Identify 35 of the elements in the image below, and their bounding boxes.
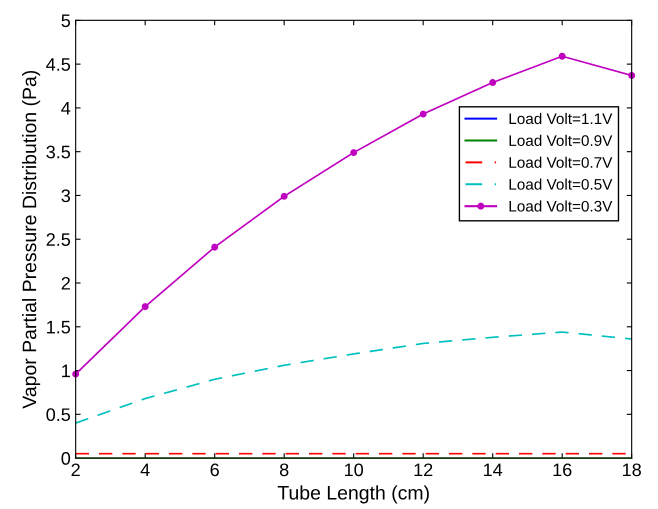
y-tick-label: 4.5	[46, 58, 70, 71]
point	[350, 149, 358, 156]
point	[558, 52, 566, 60]
x-tick-label: 8	[280, 463, 288, 476]
x-tick-label: 12	[414, 463, 432, 476]
y-tick-label: 3.5	[46, 146, 70, 158]
point	[280, 192, 288, 200]
point	[142, 303, 149, 310]
y-tick-label: 2.5	[46, 233, 70, 246]
x-tick-label: 2	[72, 463, 80, 476]
legend-label: Load Volt=0.7V	[510, 156, 612, 168]
legend-label: Load Volt=0.3V	[510, 200, 612, 212]
legend-label: Load Volt=0.5V	[510, 178, 612, 190]
x-tick-label: 14	[484, 464, 502, 476]
y-tick-label: 3	[61, 189, 70, 202]
y-tick-label: 4	[61, 102, 70, 114]
point	[211, 244, 218, 251]
y-tick-label: 2	[62, 276, 70, 290]
y-tick-label: 1.5	[47, 320, 70, 334]
x-axis-title: Tube Length (cm)	[278, 485, 429, 504]
x-tick-label: 16	[554, 463, 572, 476]
y-tick-label: 0	[61, 452, 70, 465]
point	[489, 79, 496, 86]
line-series	[74, 331, 633, 424]
y-tick-label: 0.5	[46, 408, 70, 422]
point	[420, 110, 427, 118]
y-axis-title: Vapor Partial Pressure Distribution (Pa)	[22, 70, 40, 409]
x-tick-label: 6	[210, 463, 219, 476]
x-tick-label: 10	[345, 463, 364, 476]
legend-label: Load Volt=0.9V	[510, 134, 612, 146]
y-tick-label: 5	[61, 14, 70, 28]
legend-label: Load Volt=1.1V	[510, 112, 612, 124]
x-tick-label: 4	[140, 464, 150, 476]
y-tick-label: 1	[62, 364, 70, 378]
x-tick-label: 18	[623, 463, 641, 476]
